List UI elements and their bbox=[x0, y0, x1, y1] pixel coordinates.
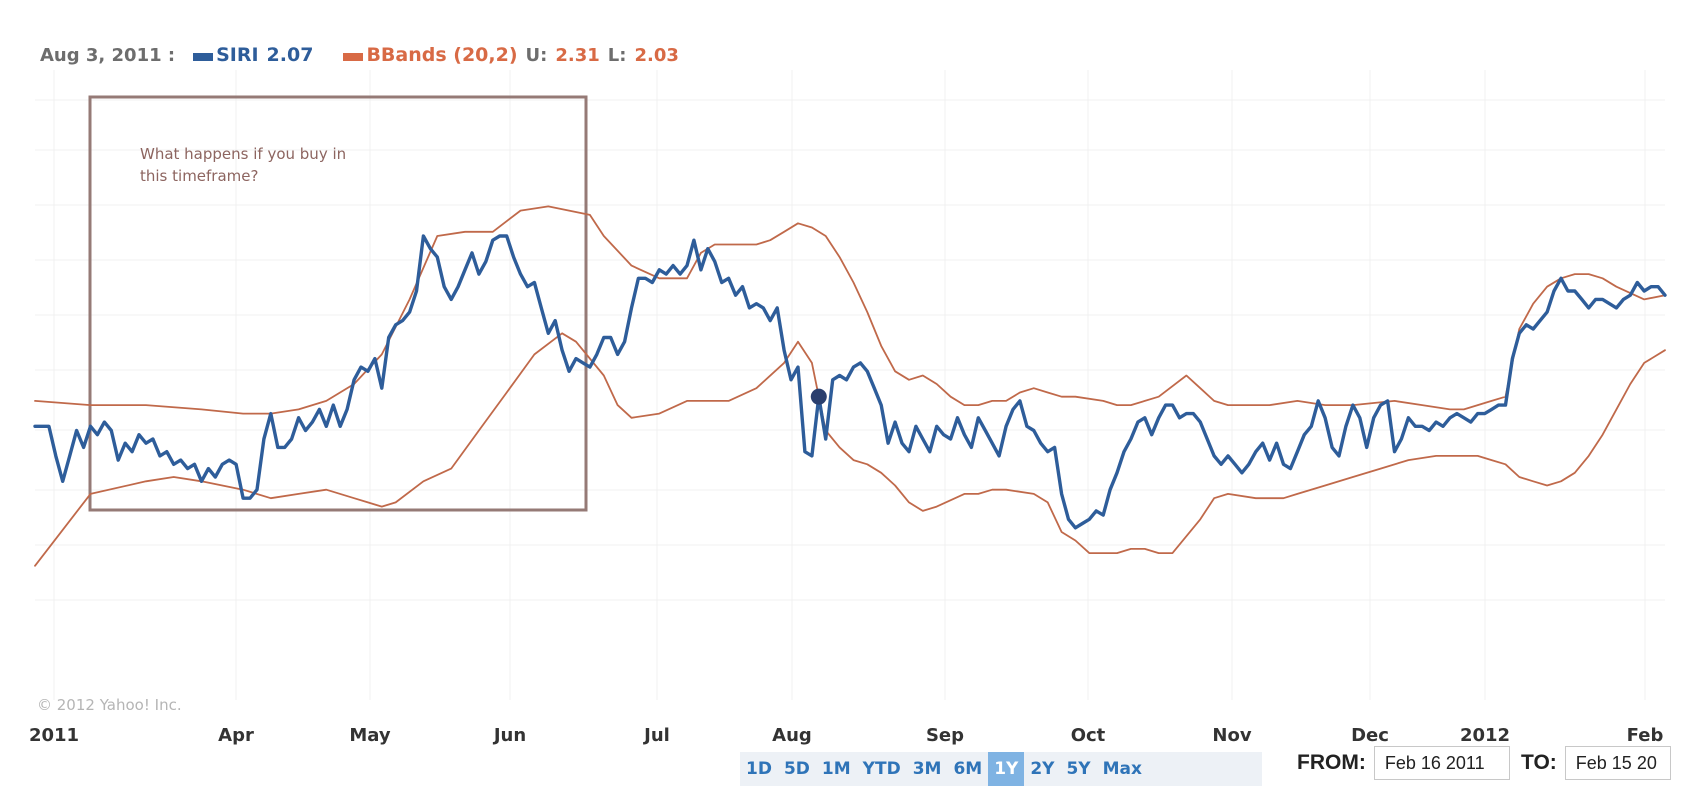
range-button-1m[interactable]: 1M bbox=[821, 759, 851, 779]
legend-siri-name: SIRI bbox=[216, 44, 259, 66]
legend-date: Aug 3, 2011 : bbox=[40, 44, 176, 66]
to-date-control: TO: bbox=[1521, 746, 1671, 780]
range-button-ytd[interactable]: YTD bbox=[862, 759, 901, 779]
range-button-1d[interactable]: 1D bbox=[746, 759, 772, 779]
bband-lower-line bbox=[34, 332, 1666, 567]
legend-bbands-name: BBands (20,2) bbox=[366, 44, 518, 66]
legend-lower-key: L: bbox=[607, 44, 627, 66]
range-button-5y[interactable]: 5Y bbox=[1066, 759, 1091, 779]
chart-legend: Aug 3, 2011 : SIRI 2.07 BBands (20,2) U:… bbox=[40, 42, 679, 68]
from-label: FROM: bbox=[1297, 751, 1366, 774]
annotation-text: What happens if you buy in this timefram… bbox=[140, 145, 347, 185]
hover-marker bbox=[810, 388, 827, 405]
range-button-2y[interactable]: 2Y bbox=[1030, 759, 1055, 779]
from-date-control: FROM: bbox=[1297, 746, 1510, 780]
x-tick-label: Feb bbox=[1626, 725, 1664, 746]
annotation-box bbox=[88, 95, 588, 512]
bbands-swatch bbox=[343, 53, 364, 61]
x-tick-label: 2012 bbox=[1459, 725, 1511, 746]
to-date-input[interactable] bbox=[1564, 746, 1671, 780]
range-button-3m[interactable]: 3M bbox=[912, 759, 942, 779]
siri-price-line bbox=[33, 234, 1667, 530]
range-button-max[interactable]: Max bbox=[1102, 759, 1142, 779]
range-button-5d[interactable]: 5D bbox=[783, 759, 810, 779]
range-selector: 1D 5D 1M YTD 3M 6M 1Y 2Y 5Y Max bbox=[740, 752, 1262, 786]
legend-upper-key: U: bbox=[525, 44, 548, 66]
legend-siri-value: 2.07 bbox=[266, 44, 314, 66]
x-tick-label: Jun bbox=[493, 725, 527, 746]
from-date-input[interactable] bbox=[1373, 746, 1510, 780]
to-label: TO: bbox=[1521, 751, 1557, 774]
copyright: © 2012 Yahoo! Inc. bbox=[37, 696, 182, 714]
x-tick-label: Nov bbox=[1212, 725, 1252, 746]
x-tick-label: Jul bbox=[644, 725, 670, 746]
range-button-1y[interactable]: 1Y bbox=[988, 752, 1025, 786]
bband-upper-line bbox=[34, 205, 1666, 415]
x-tick-label: Oct bbox=[1070, 725, 1106, 746]
legend-lower-value: 2.03 bbox=[634, 44, 679, 66]
legend-upper-value: 2.31 bbox=[555, 44, 600, 66]
siri-swatch bbox=[193, 53, 214, 61]
x-tick-label: 2011 bbox=[28, 725, 80, 746]
x-tick-label: Aug bbox=[772, 725, 812, 746]
x-tick-label: May bbox=[349, 725, 391, 746]
x-tick-label: Sep bbox=[925, 725, 965, 746]
x-tick-label: Dec bbox=[1351, 725, 1389, 746]
x-tick-label: Apr bbox=[218, 725, 254, 746]
range-button-6m[interactable]: 6M bbox=[953, 759, 983, 779]
